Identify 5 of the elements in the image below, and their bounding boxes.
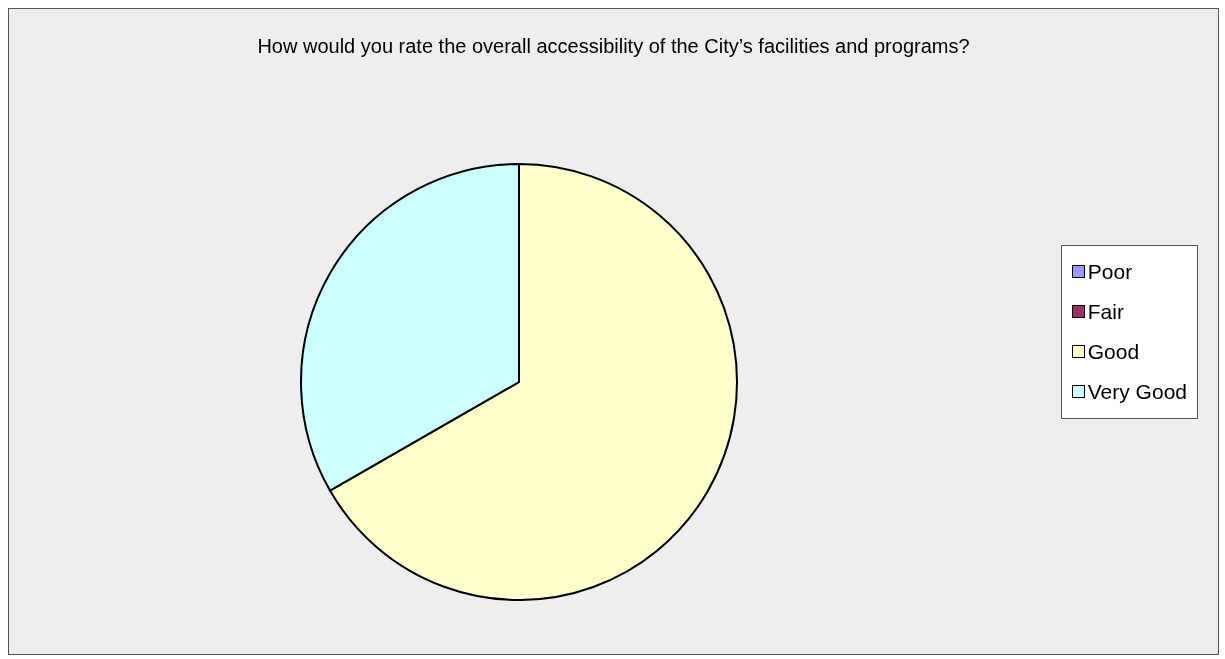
legend-label: Good <box>1087 339 1140 364</box>
legend-label: Very Good <box>1087 379 1187 404</box>
legend-label: Poor <box>1087 259 1133 284</box>
chart-title: How would you rate the overall accessibility of the City’s facilities and programs? <box>256 35 971 58</box>
legend-label: Fair <box>1087 299 1124 324</box>
